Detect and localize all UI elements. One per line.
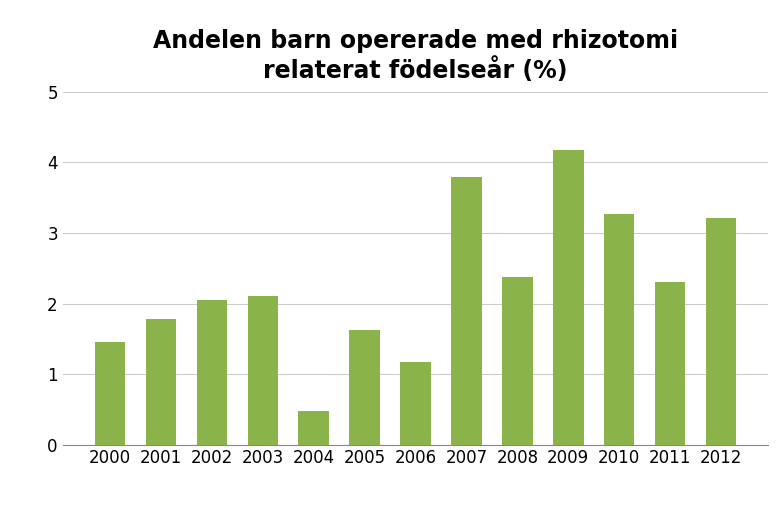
- Bar: [146, 319, 176, 445]
- Bar: [197, 300, 227, 445]
- Bar: [401, 362, 430, 445]
- Bar: [553, 150, 583, 445]
- Title: Andelen barn opererade med rhizotomi
relaterat födelseår (%): Andelen barn opererade med rhizotomi rel…: [153, 29, 678, 83]
- Bar: [502, 277, 532, 445]
- Bar: [248, 296, 278, 445]
- Bar: [299, 411, 329, 445]
- Bar: [95, 342, 125, 445]
- Bar: [604, 214, 634, 445]
- Bar: [655, 283, 685, 445]
- Bar: [451, 177, 481, 445]
- Bar: [350, 330, 380, 445]
- Bar: [706, 218, 736, 445]
